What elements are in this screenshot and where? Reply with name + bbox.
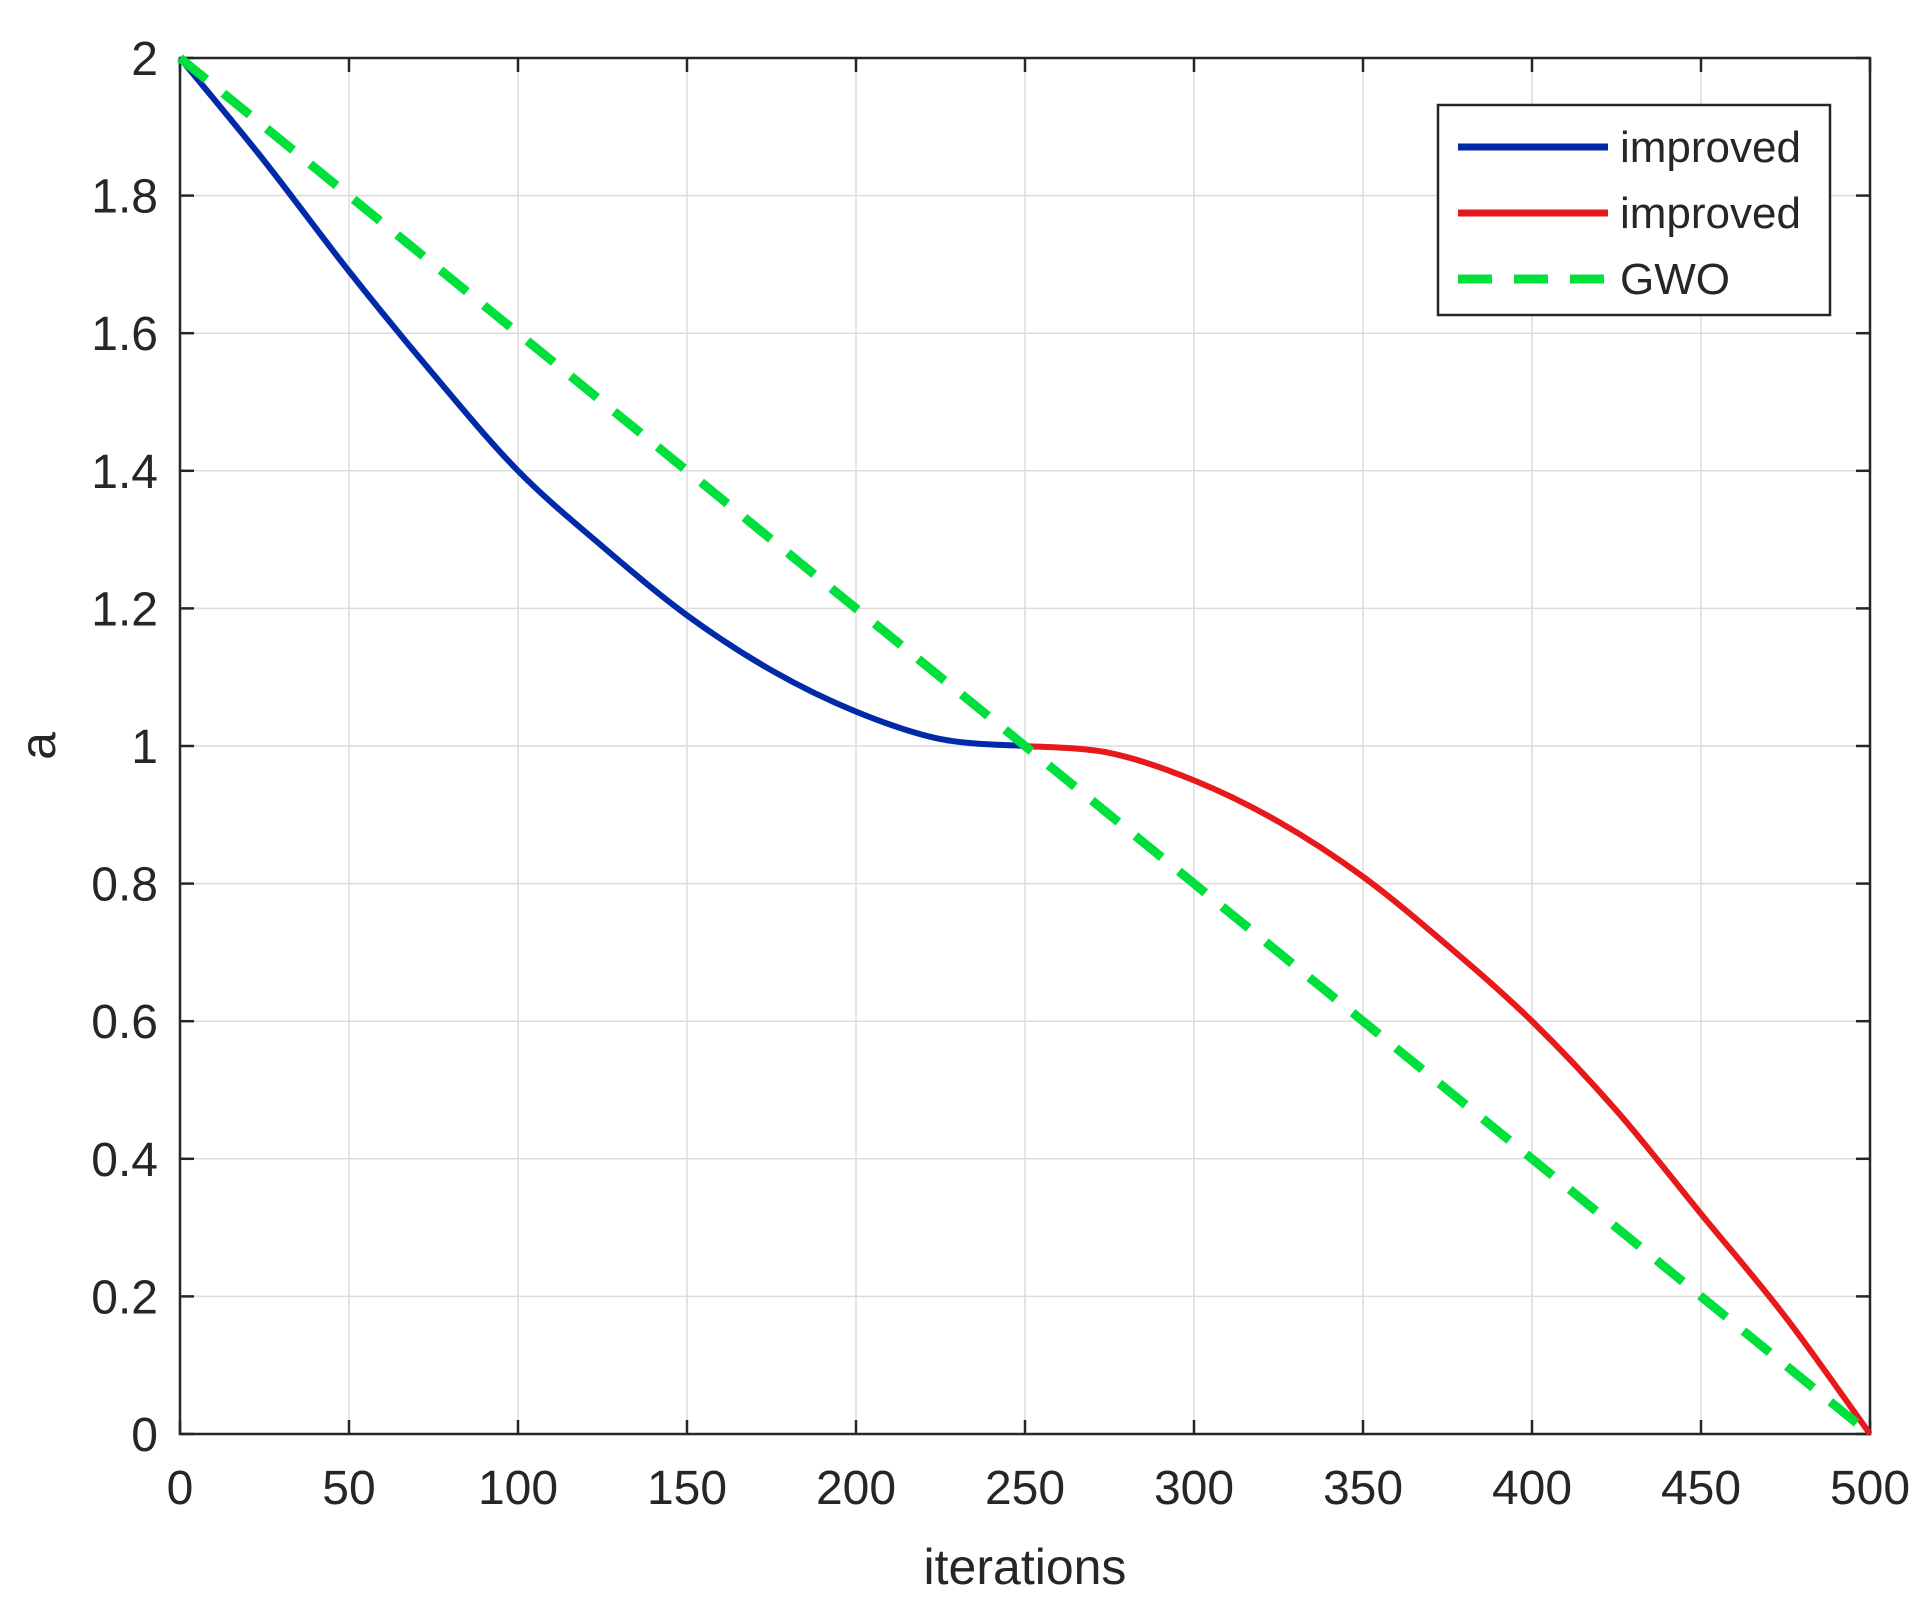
legend: improved improved GWO xyxy=(1436,103,1832,317)
y-tick-label: 1.2 xyxy=(91,583,158,636)
y-tick-label: 2 xyxy=(131,33,158,86)
y-tick-label: 0 xyxy=(131,1409,158,1462)
y-tick-label: 1.8 xyxy=(91,171,158,224)
x-tick-label: 500 xyxy=(1830,1462,1910,1515)
x-axis-label: iterations xyxy=(924,1539,1127,1595)
legend-label: improved xyxy=(1620,123,1801,172)
series-line-gwo-2 xyxy=(177,54,1873,1438)
y-tick-label: 1.6 xyxy=(91,308,158,361)
x-tick-label: 400 xyxy=(1492,1462,1572,1515)
y-axis-label: a xyxy=(10,732,66,760)
legend-label: GWO xyxy=(1620,255,1730,304)
y-tick-label: 1 xyxy=(131,721,158,774)
x-tick-label: 450 xyxy=(1661,1462,1741,1515)
series-line-improved-0 xyxy=(177,56,1026,749)
y-tick-labels: 0 0.2 0.4 0.6 0.8 1 1.2 1.4 1.6 1.8 2 xyxy=(91,33,158,1462)
x-tick-label: 350 xyxy=(1323,1462,1403,1515)
y-tick-label: 0.8 xyxy=(91,859,158,912)
x-tick-label: 250 xyxy=(985,1462,1065,1515)
x-tick-label: 150 xyxy=(647,1462,727,1515)
x-tick-label: 0 xyxy=(167,1462,194,1515)
legend-label: improved xyxy=(1620,189,1801,238)
x-tick-label: 300 xyxy=(1154,1462,1234,1515)
x-tick-label: 200 xyxy=(816,1462,896,1515)
y-tick-label: 1.4 xyxy=(91,446,158,499)
x-tick-label: 100 xyxy=(478,1462,558,1515)
y-tick-label: 0.2 xyxy=(91,1271,158,1324)
series-lines xyxy=(177,54,1873,1438)
series-line-improved-1 xyxy=(1024,743,1873,1436)
y-tick-label: 0.6 xyxy=(91,996,158,1049)
y-tick-label: 0.4 xyxy=(91,1134,158,1187)
x-tick-label: 50 xyxy=(322,1462,375,1515)
x-tick-labels: 0 50 100 150 200 250 300 350 400 450 500 xyxy=(167,1462,1910,1515)
